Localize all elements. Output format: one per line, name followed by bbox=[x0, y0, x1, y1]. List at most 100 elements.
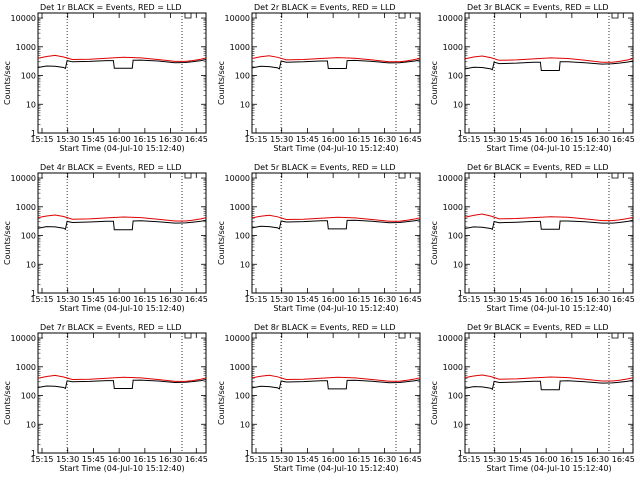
x-tick-label: 16:45 bbox=[612, 135, 635, 144]
attenuator-marker bbox=[184, 13, 192, 19]
x-tick-label: 16:45 bbox=[185, 135, 208, 144]
detector-panel-9: Det 9r BLACK = Events, RED = LLD 1 10 100 10… bbox=[430, 323, 635, 473]
x-axis-label: Start Time (04-Jul-10 15:12:40) bbox=[486, 464, 611, 473]
x-tick-label: 16:30 bbox=[373, 455, 396, 464]
x-axis-label: Start Time (04-Jul-10 15:12:40) bbox=[486, 144, 611, 153]
detector-panel-2: Det 2r BLACK = Events, RED = LLD 1 10 100 10… bbox=[217, 3, 422, 153]
y-tick-label: 1 bbox=[31, 129, 36, 138]
x-tick-label: 16:00 bbox=[108, 295, 131, 304]
series-lld-line bbox=[37, 374, 207, 382]
y-axis-label: Counts/sec bbox=[217, 221, 226, 265]
x-tick-label: 16:00 bbox=[535, 135, 558, 144]
series-lld-line bbox=[464, 213, 634, 222]
x-tick-label: 16:00 bbox=[535, 295, 558, 304]
y-axis-label: Counts/sec bbox=[430, 61, 439, 105]
x-tick-label: 16:15 bbox=[347, 295, 370, 304]
plot-frame bbox=[251, 332, 421, 454]
y-tick-label: 100 bbox=[21, 392, 36, 401]
y-tick-label: 10 bbox=[26, 420, 36, 429]
x-tick-label: 16:30 bbox=[159, 135, 182, 144]
x-axis-label: Start Time (04-Jul-10 15:12:40) bbox=[273, 144, 398, 153]
y-tick-label: 100 bbox=[448, 392, 463, 401]
panel-title: Det 5r BLACK = Events, RED = LLD bbox=[254, 163, 396, 172]
x-tick-label: 16:30 bbox=[373, 135, 396, 144]
y-tick-label: 100 bbox=[235, 392, 250, 401]
x-tick-label: 16:15 bbox=[133, 295, 156, 304]
x-tick-label: 15:45 bbox=[509, 455, 532, 464]
x-tick-label: 15:45 bbox=[82, 295, 105, 304]
series-lld-line bbox=[37, 214, 207, 222]
x-tick-label: 16:30 bbox=[586, 295, 609, 304]
y-axis-label: Counts/sec bbox=[217, 381, 226, 425]
series-events-line bbox=[464, 60, 634, 71]
x-tick-label: 16:15 bbox=[347, 455, 370, 464]
plot-frame bbox=[37, 172, 207, 294]
detector-panel-4: Det 4r BLACK = Events, RED = LLD 1 10 100 10… bbox=[3, 163, 208, 313]
plot-frame bbox=[464, 12, 634, 134]
panel-title: Det 4r BLACK = Events, RED = LLD bbox=[40, 163, 182, 172]
x-tick-label: 15:15 bbox=[244, 295, 267, 304]
x-tick-label: 15:45 bbox=[82, 135, 105, 144]
y-tick-label: 10 bbox=[26, 260, 36, 269]
series-lld-line bbox=[251, 214, 421, 222]
x-tick-label: 15:30 bbox=[270, 135, 293, 144]
y-axis-label: Counts/sec bbox=[3, 381, 12, 425]
x-tick-label: 16:45 bbox=[185, 295, 208, 304]
y-tick-label: 10000 bbox=[438, 334, 463, 343]
panel-title: Det 2r BLACK = Events, RED = LLD bbox=[254, 3, 396, 12]
x-axis-label: Start Time (04-Jul-10 15:12:40) bbox=[59, 144, 184, 153]
attenuator-marker bbox=[611, 333, 619, 339]
x-tick-label: 16:00 bbox=[322, 135, 345, 144]
y-tick-label: 100 bbox=[448, 232, 463, 241]
x-tick-label: 15:45 bbox=[296, 455, 319, 464]
x-tick-label: 15:15 bbox=[30, 295, 53, 304]
x-tick-label: 15:30 bbox=[56, 455, 79, 464]
x-tick-label: 15:15 bbox=[244, 455, 267, 464]
y-tick-label: 10000 bbox=[11, 174, 36, 183]
x-tick-label: 16:30 bbox=[586, 455, 609, 464]
x-tick-label: 15:30 bbox=[483, 455, 506, 464]
y-tick-label: 100 bbox=[21, 232, 36, 241]
x-axis-label: Start Time (04-Jul-10 15:12:40) bbox=[59, 464, 184, 473]
x-tick-label: 15:30 bbox=[483, 135, 506, 144]
panel-title: Det 1r BLACK = Events, RED = LLD bbox=[40, 3, 182, 12]
y-tick-label: 10 bbox=[453, 100, 463, 109]
attenuator-marker bbox=[398, 173, 406, 179]
attenuator-marker bbox=[611, 173, 619, 179]
y-tick-label: 10000 bbox=[225, 14, 250, 23]
x-tick-label: 15:30 bbox=[56, 295, 79, 304]
x-axis-label: Start Time (04-Jul-10 15:12:40) bbox=[486, 304, 611, 313]
y-tick-label: 1 bbox=[458, 129, 463, 138]
y-tick-label: 1000 bbox=[443, 363, 463, 372]
panel-title: Det 3r BLACK = Events, RED = LLD bbox=[467, 3, 609, 12]
detector-panel-1: Det 1r BLACK = Events, RED = LLD 1 10 100 10… bbox=[3, 3, 208, 153]
series-lld-line bbox=[37, 54, 207, 62]
x-tick-label: 16:30 bbox=[159, 295, 182, 304]
x-tick-label: 16:45 bbox=[399, 295, 422, 304]
x-tick-label: 16:15 bbox=[560, 455, 583, 464]
x-axis-label: Start Time (04-Jul-10 15:12:40) bbox=[59, 304, 184, 313]
y-tick-label: 1000 bbox=[230, 363, 250, 372]
panel-title: Det 8r BLACK = Events, RED = LLD bbox=[254, 323, 396, 332]
x-tick-label: 16:15 bbox=[133, 455, 156, 464]
x-tick-label: 15:45 bbox=[509, 135, 532, 144]
y-tick-label: 10000 bbox=[438, 174, 463, 183]
x-tick-label: 15:45 bbox=[82, 455, 105, 464]
series-events-line bbox=[464, 219, 634, 231]
panel-title: Det 7r BLACK = Events, RED = LLD bbox=[40, 323, 182, 332]
x-tick-label: 16:00 bbox=[108, 455, 131, 464]
y-tick-label: 1000 bbox=[16, 43, 36, 52]
detector-panel-6: Det 6r BLACK = Events, RED = LLD 1 10 100 10… bbox=[430, 163, 635, 313]
y-tick-label: 10 bbox=[240, 260, 250, 269]
series-events-line bbox=[37, 219, 207, 231]
plot-frame bbox=[37, 332, 207, 454]
x-tick-label: 15:45 bbox=[509, 295, 532, 304]
y-tick-label: 1 bbox=[458, 289, 463, 298]
y-axis-label: Counts/sec bbox=[430, 221, 439, 265]
attenuator-marker bbox=[184, 173, 192, 179]
x-tick-label: 16:45 bbox=[399, 455, 422, 464]
y-tick-label: 100 bbox=[235, 72, 250, 81]
x-tick-label: 16:30 bbox=[586, 135, 609, 144]
plot-frame bbox=[251, 172, 421, 294]
